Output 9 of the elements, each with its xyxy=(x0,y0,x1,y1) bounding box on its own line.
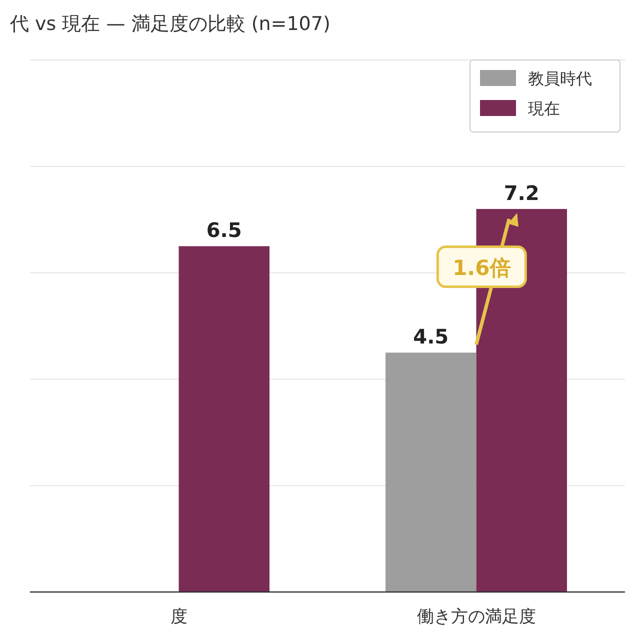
legend-label: 教員時代 xyxy=(528,69,592,88)
x-tick-label: 働き方の満足度 xyxy=(416,607,536,627)
annotation: 1.6倍 xyxy=(452,256,511,280)
data-label: 4.5 xyxy=(413,324,449,349)
legend-label: 現在 xyxy=(528,99,560,118)
data-label: 7.2 xyxy=(504,180,540,205)
chart-title: 代 vs 現在 — 満足度の比較 (n=107) xyxy=(9,13,330,35)
data-label: 6.5 xyxy=(206,218,242,242)
x-tick-label: 度 xyxy=(170,607,188,627)
